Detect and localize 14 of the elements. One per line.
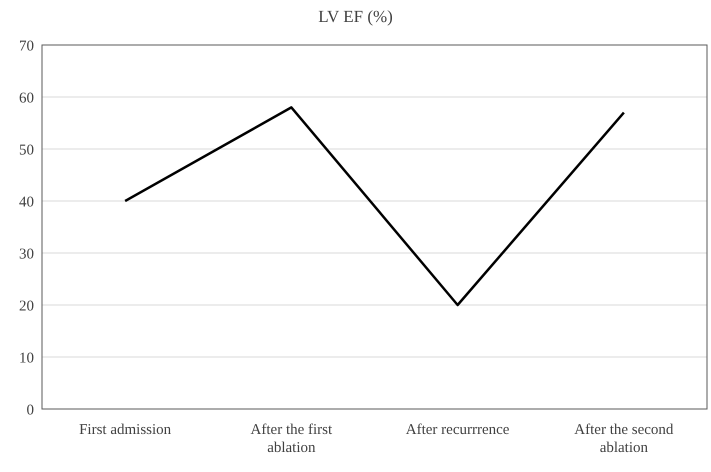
x-tick-label: After recurrrence bbox=[406, 422, 510, 438]
chart-title: LV EF (%) bbox=[318, 7, 393, 26]
line-series bbox=[124, 106, 626, 306]
y-tick-label: 50 bbox=[19, 142, 34, 158]
y-tick-label: 70 bbox=[19, 38, 34, 54]
x-tick-label: After the first ablation bbox=[250, 422, 334, 456]
y-tick-label: 0 bbox=[26, 402, 34, 418]
x-tick-label: First admission bbox=[79, 422, 172, 438]
y-tick-label: 10 bbox=[19, 350, 34, 366]
x-tick-label: After the second ablation bbox=[574, 422, 674, 456]
y-tick-label: 40 bbox=[19, 194, 34, 210]
y-tick-label: 60 bbox=[19, 90, 34, 106]
y-tick-label: 20 bbox=[19, 298, 34, 314]
y-tick-label: 30 bbox=[19, 246, 34, 262]
